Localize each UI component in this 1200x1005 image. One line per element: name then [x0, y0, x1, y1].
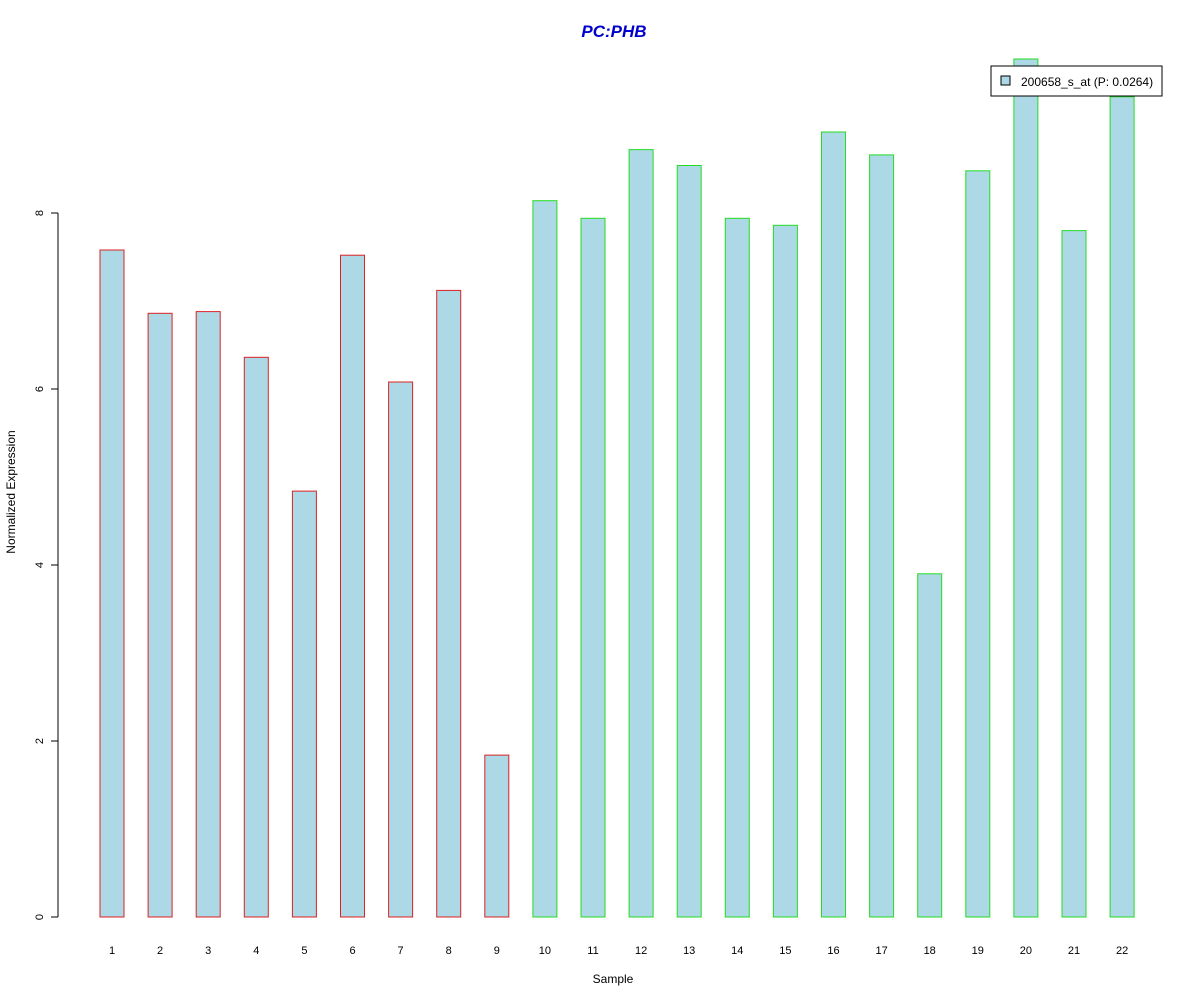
bar-sample-1 — [99, 249, 125, 918]
y-tick-label: 2 — [34, 738, 46, 744]
bar-sample-21 — [1061, 230, 1087, 918]
legend: 200658_s_at (P: 0.0264) — [990, 65, 1163, 97]
bar-sample-20 — [1013, 58, 1039, 918]
legend-box — [990, 65, 1163, 97]
x-tick-label: 22 — [1116, 945, 1128, 957]
x-tick-label: 2 — [157, 945, 163, 957]
bar-sample-5 — [291, 490, 317, 918]
bar-sample-6 — [340, 254, 365, 918]
x-tick-label: 9 — [494, 945, 500, 957]
bars — [99, 58, 1135, 918]
x-tick-label: 6 — [349, 945, 355, 957]
y-axis: 0 2 4 6 8 — [34, 210, 59, 920]
bar-sample-11 — [580, 217, 606, 918]
x-tick-label: 16 — [827, 945, 839, 957]
bar-sample-15 — [772, 224, 798, 918]
bar-sample-10 — [532, 200, 558, 918]
y-tick-label: 4 — [34, 562, 46, 568]
bar-sample-7 — [388, 381, 414, 918]
y-axis-label: Normalized Expression — [4, 430, 18, 553]
legend-entry: 200658_s_at (P: 0.0264) — [1021, 75, 1153, 89]
x-tick-label: 13 — [683, 945, 695, 957]
bar-sample-8 — [436, 289, 462, 918]
y-tick-label: 8 — [34, 210, 46, 216]
bar-sample-19 — [965, 170, 991, 918]
x-tick-label: 11 — [587, 945, 598, 957]
x-tick-label: 7 — [398, 945, 404, 957]
x-tick-labels: 1 2 3 4 5 6 7 8 9 10 11 12 13 14 15 16 17 18 19 20 21 22 — [109, 945, 1128, 957]
bar-sample-14 — [724, 217, 750, 918]
x-tick-label: 1 — [109, 945, 115, 957]
y-tick-label: 0 — [34, 914, 46, 920]
x-tick-label: 4 — [253, 945, 259, 957]
bar-sample-12 — [628, 149, 654, 918]
x-tick-label: 19 — [972, 945, 984, 957]
x-tick-label: 18 — [924, 945, 936, 957]
bar-sample-4 — [243, 356, 269, 918]
bar-sample-2 — [147, 312, 173, 918]
bar-sample-13 — [676, 165, 702, 918]
x-tick-label: 12 — [635, 945, 647, 957]
x-tick-label: 21 — [1068, 945, 1080, 957]
x-tick-label: 17 — [875, 945, 887, 957]
bar-sample-9 — [484, 754, 510, 918]
x-tick-label: 20 — [1020, 945, 1032, 957]
x-axis-label: Sample — [593, 972, 634, 986]
bar-sample-3 — [195, 311, 221, 918]
bar-sample-16 — [821, 131, 846, 918]
y-tick-label: 6 — [34, 386, 46, 392]
legend-swatch — [1000, 75, 1011, 86]
x-tick-label: 3 — [205, 945, 211, 957]
chart-title: PC:PHB — [581, 22, 646, 41]
bar-sample-22 — [1109, 96, 1135, 918]
x-tick-label: 10 — [539, 945, 551, 957]
x-tick-label: 14 — [731, 945, 743, 957]
x-tick-label: 8 — [446, 945, 452, 957]
x-tick-label: 15 — [779, 945, 791, 957]
bar-sample-17 — [869, 154, 895, 918]
x-tick-label: 5 — [301, 945, 307, 957]
bar-sample-18 — [917, 573, 943, 918]
